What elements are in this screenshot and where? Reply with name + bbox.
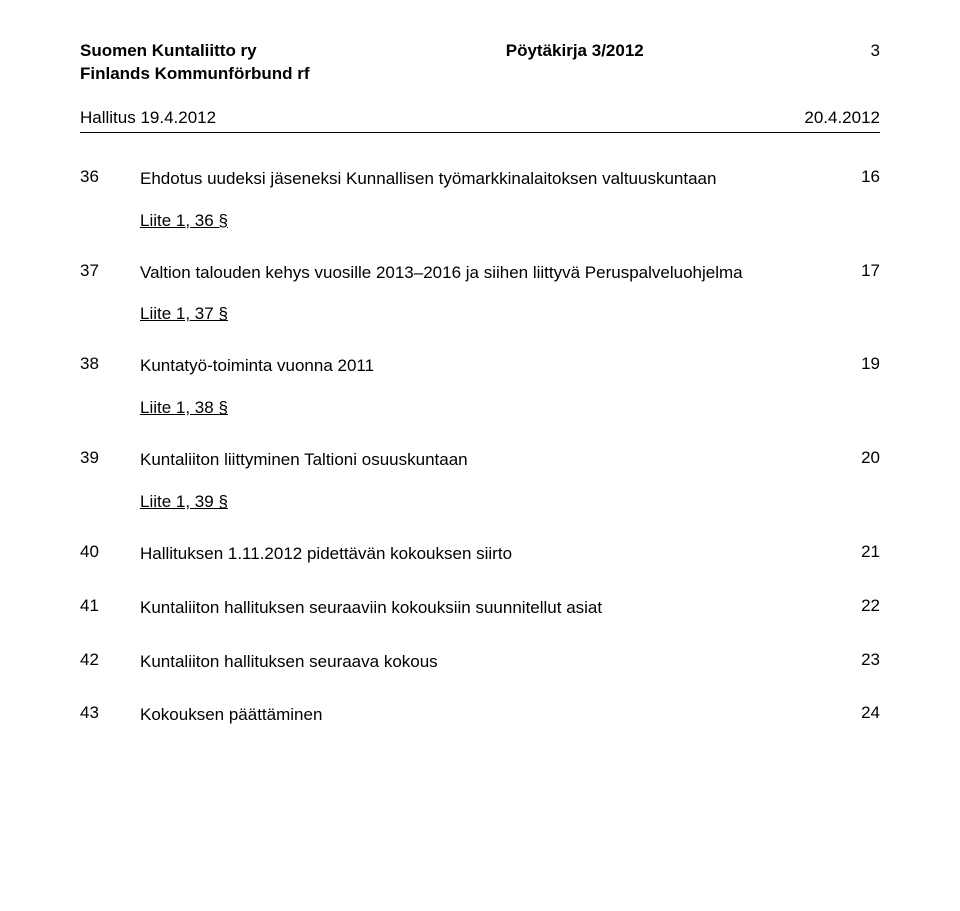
org-name-fi: Suomen Kuntaliitto ry bbox=[80, 40, 309, 63]
page-container: Suomen Kuntaliitto ry Finlands Kommunför… bbox=[0, 0, 960, 911]
toc-entry: 37Valtion talouden kehys vuosille 2013–2… bbox=[80, 261, 880, 325]
toc-row: 37Valtion talouden kehys vuosille 2013–2… bbox=[80, 261, 880, 285]
toc-item-page: 21 bbox=[840, 542, 880, 562]
toc-entry: 39Kuntaliiton liittyminen Taltioni osuus… bbox=[80, 448, 880, 512]
toc-row: 36Ehdotus uudeksi jäseneksi Kunnallisen … bbox=[80, 167, 880, 191]
toc-content: 36Ehdotus uudeksi jäseneksi Kunnallisen … bbox=[80, 167, 880, 727]
toc-item-number: 36 bbox=[80, 167, 140, 187]
header-row: Suomen Kuntaliitto ry Finlands Kommunför… bbox=[80, 40, 880, 86]
toc-entry: 41Kuntaliiton hallituksen seuraaviin kok… bbox=[80, 596, 880, 620]
page-number: 3 bbox=[840, 40, 880, 86]
toc-row: 38Kuntatyö-toiminta vuonna 201119 bbox=[80, 354, 880, 378]
toc-item-title: Kuntatyö-toiminta vuonna 2011 bbox=[140, 354, 840, 378]
toc-row: 39Kuntaliiton liittyminen Taltioni osuus… bbox=[80, 448, 880, 472]
toc-item-attachment: Liite 1, 39 § bbox=[140, 492, 880, 512]
toc-item-number: 43 bbox=[80, 703, 140, 723]
doc-title: Pöytäkirja 3/2012 bbox=[506, 40, 644, 86]
toc-item-attachment: Liite 1, 37 § bbox=[140, 304, 880, 324]
toc-item-page: 22 bbox=[840, 596, 880, 616]
toc-item-title: Kuntaliiton hallituksen seuraava kokous bbox=[140, 650, 840, 674]
toc-item-number: 41 bbox=[80, 596, 140, 616]
toc-item-number: 42 bbox=[80, 650, 140, 670]
toc-item-title: Kuntaliiton hallituksen seuraaviin kokou… bbox=[140, 596, 840, 620]
toc-item-title: Valtion talouden kehys vuosille 2013–201… bbox=[140, 261, 840, 285]
toc-entry: 38Kuntatyö-toiminta vuonna 201119 Liite 1… bbox=[80, 354, 880, 418]
toc-item-page: 23 bbox=[840, 650, 880, 670]
toc-item-number: 40 bbox=[80, 542, 140, 562]
toc-entry: 40Hallituksen 1.11.2012 pidettävän kokou… bbox=[80, 542, 880, 566]
body-name: Hallitus 19.4.2012 bbox=[80, 108, 216, 128]
toc-item-number: 39 bbox=[80, 448, 140, 468]
toc-item-page: 20 bbox=[840, 448, 880, 468]
toc-item-title: Kokouksen päättäminen bbox=[140, 703, 840, 727]
toc-row: 41Kuntaliiton hallituksen seuraaviin kok… bbox=[80, 596, 880, 620]
toc-item-number: 38 bbox=[80, 354, 140, 374]
toc-item-title: Kuntaliiton liittyminen Taltioni osuusku… bbox=[140, 448, 840, 472]
toc-item-page: 17 bbox=[840, 261, 880, 281]
toc-item-page: 24 bbox=[840, 703, 880, 723]
toc-row: 43Kokouksen päättäminen24 bbox=[80, 703, 880, 727]
toc-item-title: Hallituksen 1.11.2012 pidettävän kokouks… bbox=[140, 542, 840, 566]
toc-item-attachment: Liite 1, 38 § bbox=[140, 398, 880, 418]
toc-item-page: 19 bbox=[840, 354, 880, 374]
org-name-sv: Finlands Kommunförbund rf bbox=[80, 63, 309, 86]
subheader-row: Hallitus 19.4.2012 20.4.2012 bbox=[80, 108, 880, 133]
toc-row: 42Kuntaliiton hallituksen seuraava kokou… bbox=[80, 650, 880, 674]
header-left-block: Suomen Kuntaliitto ry Finlands Kommunför… bbox=[80, 40, 309, 86]
toc-item-number: 37 bbox=[80, 261, 140, 281]
toc-entry: 43Kokouksen päättäminen24 bbox=[80, 703, 880, 727]
toc-item-title: Ehdotus uudeksi jäseneksi Kunnallisen ty… bbox=[140, 167, 840, 191]
toc-item-attachment: Liite 1, 36 § bbox=[140, 211, 880, 231]
toc-row: 40Hallituksen 1.11.2012 pidettävän kokou… bbox=[80, 542, 880, 566]
date-right: 20.4.2012 bbox=[804, 108, 880, 128]
toc-item-page: 16 bbox=[840, 167, 880, 187]
toc-entry: 42Kuntaliiton hallituksen seuraava kokou… bbox=[80, 650, 880, 674]
toc-entry: 36Ehdotus uudeksi jäseneksi Kunnallisen … bbox=[80, 167, 880, 231]
